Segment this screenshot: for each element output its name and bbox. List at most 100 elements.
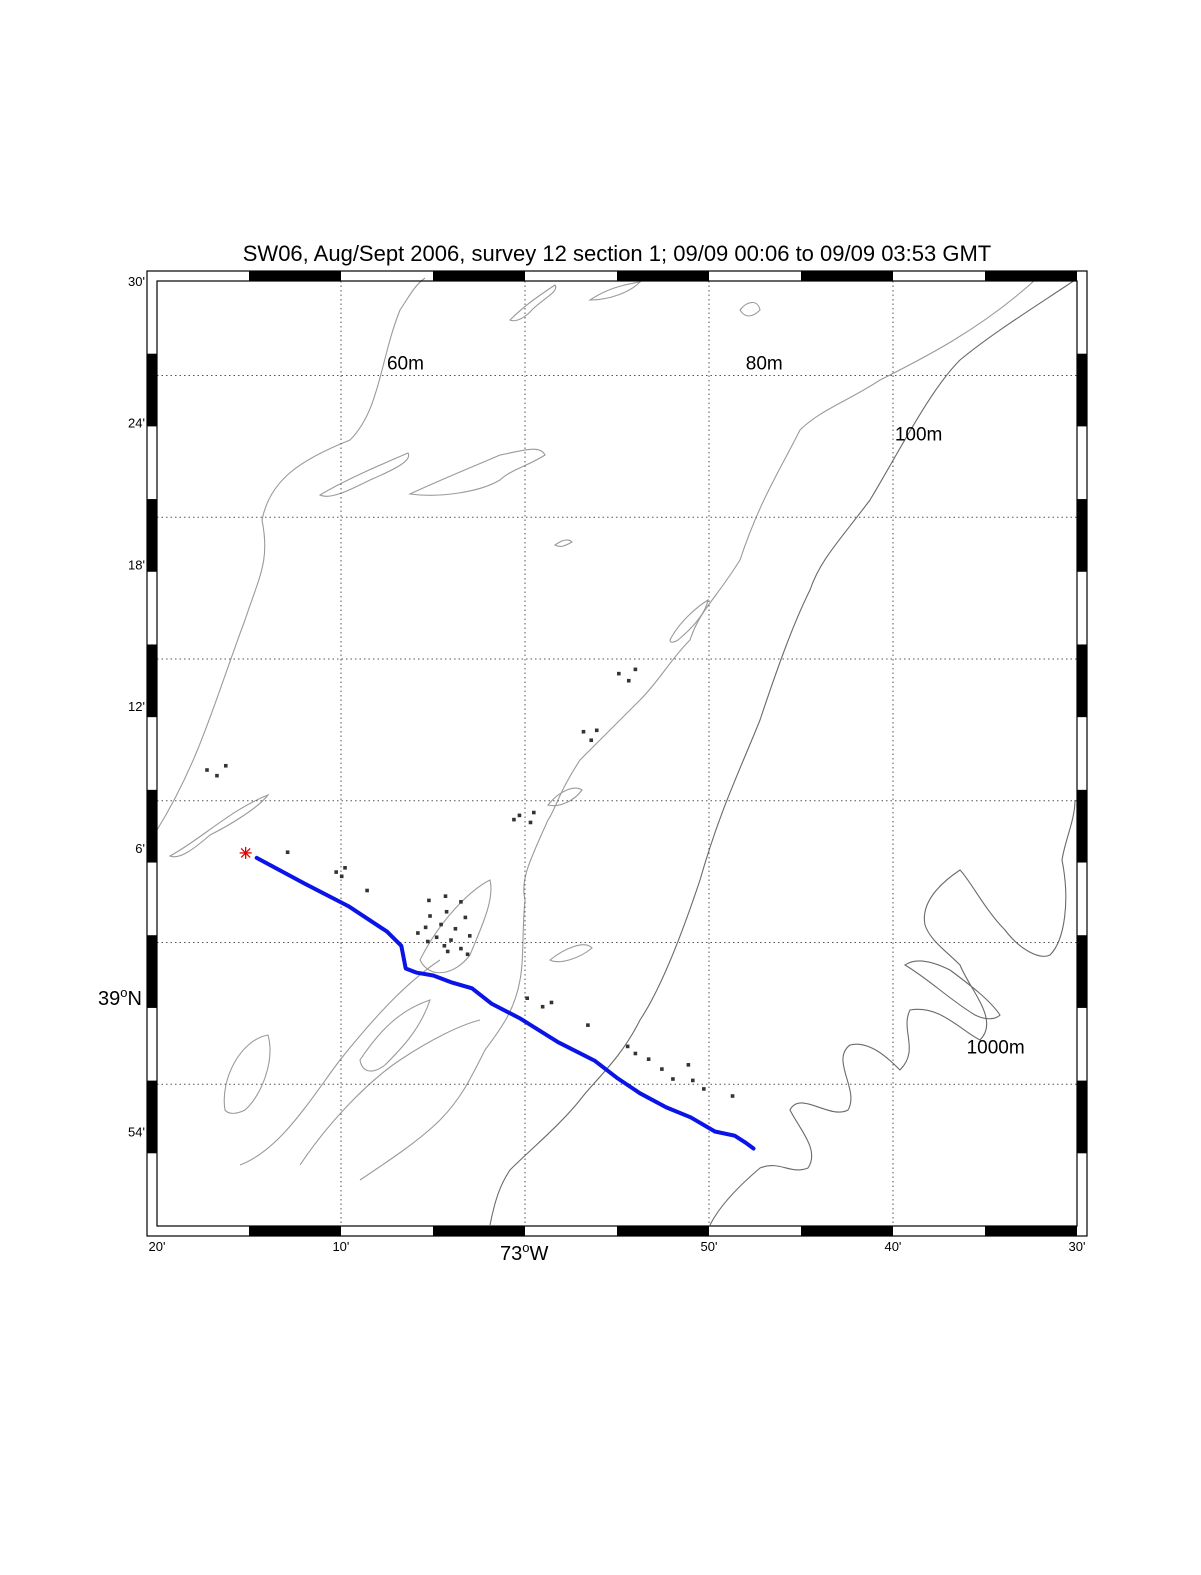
station-point	[442, 943, 447, 948]
station-point	[443, 894, 448, 898]
frame-segment	[249, 271, 341, 281]
contour-1000m	[709, 799, 1076, 1226]
station-point	[617, 671, 621, 676]
station-point	[690, 1078, 695, 1083]
station-point	[586, 1023, 590, 1027]
contour-80m	[359, 279, 1036, 1181]
contour-60m-islet	[318, 452, 410, 497]
station-point	[449, 938, 453, 942]
contour-60m-islet	[588, 281, 642, 301]
contour-label: 100m	[895, 424, 943, 445]
frame-segment	[985, 271, 1077, 281]
map-title: SW06, Aug/Sept 2006, survey 12 section 1…	[243, 241, 991, 266]
station-point	[426, 939, 430, 944]
frame-segment	[1077, 644, 1087, 718]
station-point	[463, 915, 468, 920]
contour-60m-islet	[408, 448, 546, 496]
frame-segment	[147, 353, 157, 427]
station-point	[626, 678, 631, 683]
start-marker-asterisk	[239, 846, 252, 859]
ship-track	[254, 855, 756, 1151]
lon-degree-label: 73oW	[500, 1240, 548, 1265]
lat-tick-label: 54'	[128, 1124, 145, 1139]
station-point	[439, 922, 443, 927]
contour-100m	[489, 279, 1076, 1226]
station-point	[223, 763, 228, 768]
lon-tick-label: 50'	[701, 1239, 718, 1254]
frame-segment	[1077, 499, 1087, 572]
station-point	[686, 1063, 691, 1067]
station-point	[633, 1051, 638, 1056]
station-point	[205, 768, 209, 772]
frame-segment	[147, 644, 157, 718]
contour-labels: 60m 80m 100m 1000m	[387, 354, 1025, 1059]
station-point	[444, 909, 449, 914]
frame-segment	[1077, 1080, 1087, 1154]
contour-60m-islet	[739, 301, 761, 317]
station-point	[532, 810, 536, 815]
station-point	[702, 1087, 706, 1091]
lat-tick-label: 12'	[128, 699, 145, 714]
station-point	[660, 1067, 664, 1071]
station-point	[517, 813, 522, 818]
lon-tick-label: 40'	[884, 1239, 901, 1254]
map-frame	[146, 270, 1088, 1237]
station-point	[334, 870, 338, 874]
lon-tick-label: 10'	[332, 1239, 349, 1254]
station-point	[528, 820, 533, 825]
station-point	[339, 874, 344, 879]
station-point	[646, 1057, 651, 1061]
start-marker-stroke	[240, 847, 251, 858]
contour-60m-islet	[553, 539, 573, 547]
frame-segment	[147, 935, 157, 1008]
contour-1000m-spur	[903, 960, 1001, 1020]
station-point	[633, 667, 638, 672]
lat-tick-label: 18'	[128, 557, 145, 572]
frame-segment	[801, 271, 893, 281]
frame-segment	[147, 1080, 157, 1154]
station-point	[625, 1044, 630, 1049]
lon-tick-label: 30'	[1069, 1239, 1086, 1254]
contour-ridge	[239, 959, 481, 1166]
contour-ridge	[419, 879, 492, 974]
station-point	[525, 996, 529, 1001]
station-point	[512, 817, 516, 822]
contour-60m-islet	[168, 793, 270, 858]
station-point	[428, 914, 432, 918]
station-point	[459, 900, 463, 904]
contour-60m-islet	[223, 1034, 271, 1114]
lat-tick-label: 6'	[135, 841, 145, 856]
frame-segment	[801, 1226, 893, 1236]
station-point	[427, 898, 431, 903]
frame-segment	[249, 1226, 341, 1236]
station-point	[285, 850, 290, 855]
frame-segment	[1077, 935, 1087, 1008]
station-point	[467, 934, 472, 938]
station-points	[205, 667, 735, 1098]
bathymetry-contours	[156, 277, 1076, 1226]
frame-segment	[147, 789, 157, 863]
station-point	[434, 935, 439, 940]
station-point	[365, 888, 369, 893]
station-point	[465, 952, 470, 957]
lat-degree-label: 39oN	[98, 985, 142, 1010]
station-point	[549, 1000, 554, 1005]
frame-segment	[1077, 789, 1087, 863]
station-point	[453, 926, 458, 931]
contour-label: 1000m	[967, 1037, 1025, 1058]
contour-label: 80m	[746, 354, 783, 375]
contour-ridge	[548, 944, 593, 963]
station-point	[730, 1094, 735, 1098]
station-point	[671, 1077, 675, 1081]
frame-segment	[433, 271, 525, 281]
lon-tick-label: 20'	[149, 1239, 166, 1254]
lat-tick-label: 30'	[128, 274, 145, 289]
station-point	[459, 946, 463, 951]
station-point	[540, 1004, 545, 1009]
contour-ridge	[359, 999, 431, 1072]
station-point	[343, 866, 347, 870]
station-point	[215, 773, 219, 778]
frame-segment	[985, 1226, 1077, 1236]
station-point	[423, 925, 428, 930]
